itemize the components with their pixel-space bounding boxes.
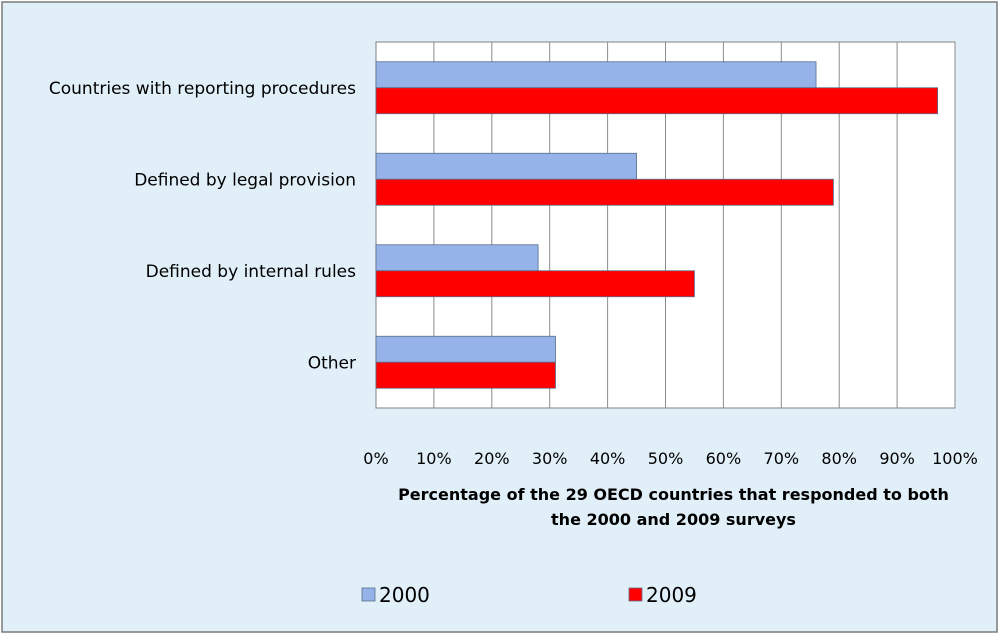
bar-2009 (375, 178, 834, 206)
x-tick-label: 50% (648, 449, 684, 468)
legend-label: 2009 (646, 583, 697, 607)
bar-2000 (375, 244, 539, 272)
category-labels: Countries with reporting procedures Defin… (49, 79, 356, 374)
bar-2000 (375, 152, 637, 180)
x-tick-label: 70% (764, 449, 800, 468)
x-tick-label: 90% (879, 449, 915, 468)
bar-2009 (375, 270, 695, 298)
legend-swatch-2000 (361, 587, 376, 602)
x-tick-labels: 0% 10% 20% 30% 40% 50% 60% 70% 80% 90% 100% (363, 449, 978, 468)
x-axis-title: Percentage of the 29 OECD countries that… (398, 485, 949, 529)
x-tick-label: 20% (474, 449, 510, 468)
bar-2000 (375, 61, 817, 89)
x-tick-label: 0% (363, 449, 388, 468)
category-label: Other (308, 353, 356, 373)
x-tick-label: 100% (932, 449, 978, 468)
bar-2009 (375, 87, 939, 115)
bar-2000 (375, 335, 556, 363)
category-label: Defined by legal provision (134, 170, 356, 190)
x-axis-title-line: the 2000 and 2009 surveys (551, 510, 796, 529)
legend: 2000 2009 (361, 583, 697, 607)
category-label: Countries with reporting procedures (49, 79, 356, 99)
legend-swatch-2009 (628, 587, 643, 602)
x-tick-label: 30% (532, 449, 568, 468)
x-tick-label: 80% (821, 449, 857, 468)
x-tick-label: 40% (590, 449, 626, 468)
bar-2009 (375, 361, 556, 389)
category-label: Defined by internal rules (146, 262, 357, 282)
x-axis-title-line: Percentage of the 29 OECD countries that… (398, 485, 949, 504)
bars (375, 61, 939, 389)
legend-label: 2000 (379, 583, 430, 607)
x-tick-label: 10% (416, 449, 452, 468)
x-tick-label: 60% (706, 449, 742, 468)
